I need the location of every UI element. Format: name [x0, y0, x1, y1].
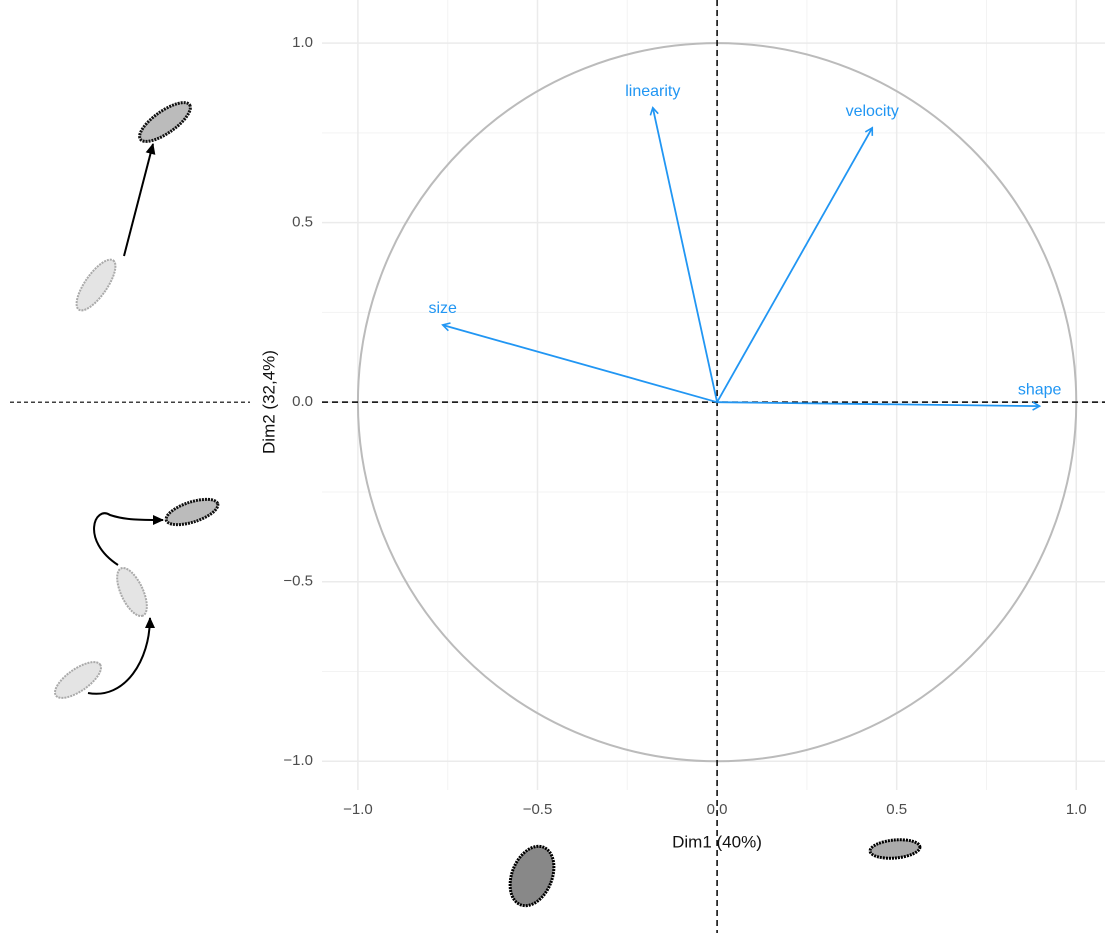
variable-label: size: [428, 300, 457, 317]
y-tick-label: 1.0: [292, 34, 313, 51]
cell: [164, 497, 220, 527]
x-tick-label: 0.5: [886, 801, 907, 818]
variable-arrow: [716, 126, 874, 403]
x-axis-title: Dim1 (40%): [672, 832, 762, 851]
variable-label: velocity: [846, 103, 899, 120]
cell: [116, 566, 148, 618]
cell-illustrations: [54, 101, 922, 908]
y-axis-title: Dim2 (32,4%): [259, 350, 278, 454]
cell: [75, 258, 117, 312]
y-tick-label: −0.5: [283, 573, 313, 590]
y-tick-label: 0.5: [292, 214, 313, 231]
plot-area: −1.0 −0.5 0.0 0.5 1.0 −1.0 −0.5 0.0 0.5 1.0 size li…: [10, 0, 1105, 933]
movement-arrow: [123, 143, 156, 257]
x-tick-label: 1.0: [1066, 801, 1087, 818]
variable-arrow: [649, 106, 718, 403]
movement-arrow: [93, 512, 164, 566]
cell: [54, 661, 102, 699]
variable-arrow: [717, 401, 1042, 411]
movement-arrow: [87, 617, 155, 695]
variable-label: linearity: [625, 83, 680, 100]
x-tick-label: −1.0: [343, 801, 373, 818]
y-tick-label: −1.0: [283, 752, 313, 769]
variable-arrow: [441, 322, 718, 404]
y-tick-label: 0.0: [292, 393, 313, 410]
x-tick-label: −0.5: [523, 801, 553, 818]
variable-label: shape: [1018, 381, 1062, 398]
cell: [508, 844, 556, 908]
x-tick-label: 0.0: [707, 801, 728, 818]
cell: [868, 838, 922, 860]
cell: [138, 101, 192, 143]
